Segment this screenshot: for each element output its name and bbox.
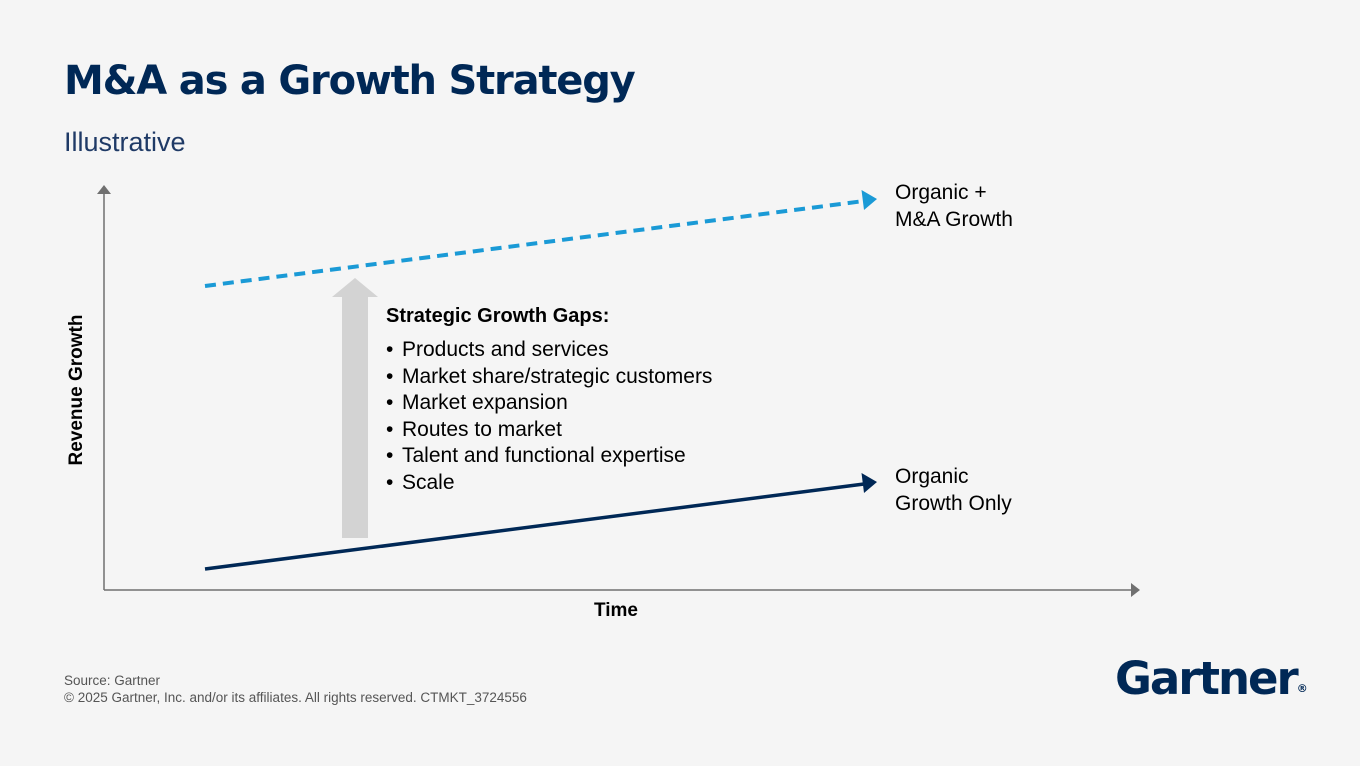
organic-growth-arrowhead-icon (861, 473, 877, 493)
organic-ma-growth-label-line2: M&A Growth (895, 208, 1013, 231)
strategic-growth-gaps: Strategic Growth Gaps: Products and serv… (386, 305, 712, 496)
gartner-logo-text: Gartner (1115, 652, 1299, 705)
gap-item: Market share/strategic customers (386, 364, 712, 391)
page-title: M&A as a Growth Strategy (64, 58, 636, 104)
organic-ma-growth-label-line1: Organic + (895, 181, 987, 204)
gaps-list: Products and services Market share/strat… (386, 337, 712, 496)
organic-growth-label: Organic Growth Only (895, 463, 1012, 517)
gartner-logo: Gartner® (1115, 652, 1308, 705)
footer: Source: Gartner © 2025 Gartner, Inc. and… (64, 672, 527, 706)
organic-ma-growth-arrowhead-icon (861, 190, 877, 210)
organic-ma-growth-line (204, 199, 865, 288)
page-subtitle: Illustrative (64, 127, 186, 157)
y-axis-label: Revenue Growth (66, 314, 87, 466)
y-axis-arrowhead-icon (97, 185, 111, 194)
up-arrow-icon (332, 278, 378, 538)
gap-item: Routes to market (386, 417, 712, 444)
registered-mark-icon: ® (1296, 682, 1308, 695)
organic-growth-label-line1: Organic (895, 465, 969, 488)
gap-item: Talent and functional expertise (386, 443, 712, 470)
organic-growth-line (204, 482, 865, 571)
organic-growth-label-line2: Growth Only (895, 492, 1012, 515)
organic-ma-growth-label: Organic + M&A Growth (895, 179, 1013, 233)
x-axis-arrowhead-icon (1131, 583, 1140, 597)
gaps-title: Strategic Growth Gaps: (386, 305, 610, 327)
gap-item: Market expansion (386, 390, 712, 417)
gap-item: Products and services (386, 337, 712, 364)
gap-item: Scale (386, 470, 712, 497)
footer-copyright: © 2025 Gartner, Inc. and/or its affiliat… (64, 690, 527, 705)
x-axis-label: Time (593, 600, 639, 621)
footer-source: Source: Gartner (64, 673, 161, 688)
